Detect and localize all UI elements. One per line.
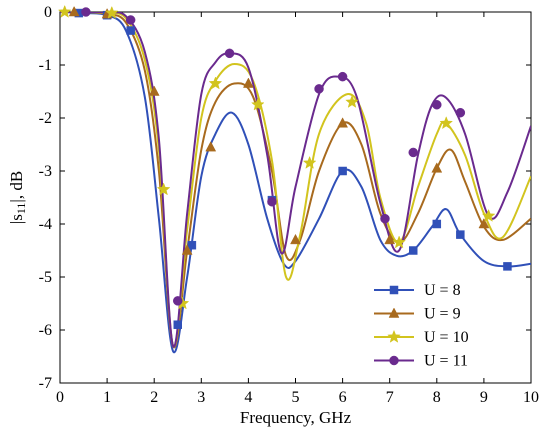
series-4-point	[224, 48, 235, 59]
series-2-point	[478, 217, 490, 229]
legend-marker	[387, 329, 401, 343]
series-1-point	[409, 246, 418, 255]
series-lines	[60, 12, 531, 354]
series-3-point	[481, 208, 496, 222]
x-axis-label: Frequency, GHz	[240, 408, 352, 427]
x-tick-label: 6	[339, 389, 347, 406]
y-axis-label-tail: |, dB	[7, 171, 26, 203]
y-tick-label: -3	[39, 163, 52, 180]
series-2-point	[181, 244, 193, 255]
series-4-point	[380, 213, 390, 224]
legend: U = 8 U = 9 U = 10 U = 11	[365, 275, 519, 377]
series-3-point	[392, 235, 406, 249]
y-axis-label-subscript: 11	[14, 203, 28, 215]
x-tick-label: 1	[103, 389, 111, 406]
series-3-point	[156, 182, 171, 196]
series-4-point	[408, 147, 418, 158]
series-3-point	[57, 4, 72, 18]
x-tick-label: 9	[480, 389, 488, 406]
y-axis-label: |s11|, dB	[7, 171, 28, 224]
series-1-point	[456, 230, 465, 239]
series-1-point	[338, 166, 347, 176]
series-1-point	[126, 26, 135, 35]
legend-label: U = 10	[424, 329, 469, 346]
series-4-point	[455, 107, 466, 118]
series-4-point	[267, 196, 277, 207]
series-2-point	[431, 162, 443, 173]
series-3-point	[208, 76, 223, 90]
series-3-point	[345, 94, 359, 108]
axis-labels: Frequency, GHz |s11|, dB	[7, 171, 352, 427]
legend-marker	[388, 307, 400, 318]
series-3-point	[104, 5, 119, 19]
x-tick-label: 3	[197, 389, 205, 406]
series-markers	[57, 4, 512, 329]
series-4-point	[81, 7, 91, 17]
series-2-point	[148, 85, 160, 96]
y-tick-label: -1	[39, 57, 52, 74]
y-tick-label: -5	[39, 269, 52, 286]
series-2-point	[242, 77, 254, 88]
axis-ticks: 0 1 2 3 4 5 6 7 8 9 10 0 -1 -2 -3 -4 -5 -6 -7	[39, 4, 539, 406]
y-tick-label: -6	[39, 322, 52, 339]
x-tick-label: 5	[292, 389, 300, 406]
series-4-point	[314, 84, 324, 94]
series-line-1	[60, 12, 531, 354]
legend-marker	[389, 285, 399, 295]
series-2-point	[384, 233, 396, 245]
legend-label: U = 9	[424, 306, 461, 323]
series-3-point	[439, 116, 454, 130]
series-3-point	[302, 155, 317, 169]
x-tick-label: 10	[523, 389, 539, 406]
x-tick-label: 8	[433, 389, 441, 406]
series-line-3	[60, 12, 531, 349]
series-2-point	[68, 5, 80, 17]
series-4-point	[173, 296, 183, 306]
series-1-point	[503, 262, 512, 271]
x-tick-label: 4	[244, 389, 252, 406]
series-line-4	[60, 12, 531, 348]
series-2-point	[337, 117, 349, 128]
y-tick-label: -2	[39, 110, 52, 127]
x-tick-label: 2	[150, 389, 158, 406]
series-4-point	[337, 71, 348, 82]
series-1-point	[173, 320, 182, 329]
x-tick-label: 7	[386, 389, 394, 406]
series-4-point	[125, 15, 136, 25]
series-3-point	[250, 97, 265, 111]
series-2-point	[205, 141, 217, 152]
y-tick-label: -7	[39, 375, 52, 392]
legend-marker	[389, 355, 399, 366]
legend-label: U = 8	[424, 282, 461, 299]
legend-label: U = 11	[424, 353, 468, 370]
y-tick-label: 0	[44, 4, 52, 21]
series-2-point	[290, 233, 301, 245]
series-1-point	[432, 219, 442, 229]
y-axis-label-main: |s	[7, 214, 26, 224]
x-tick-label: 0	[56, 389, 64, 406]
y-tick-label: -4	[39, 216, 52, 233]
series-4-point	[432, 100, 442, 110]
series-1-point	[187, 240, 197, 250]
